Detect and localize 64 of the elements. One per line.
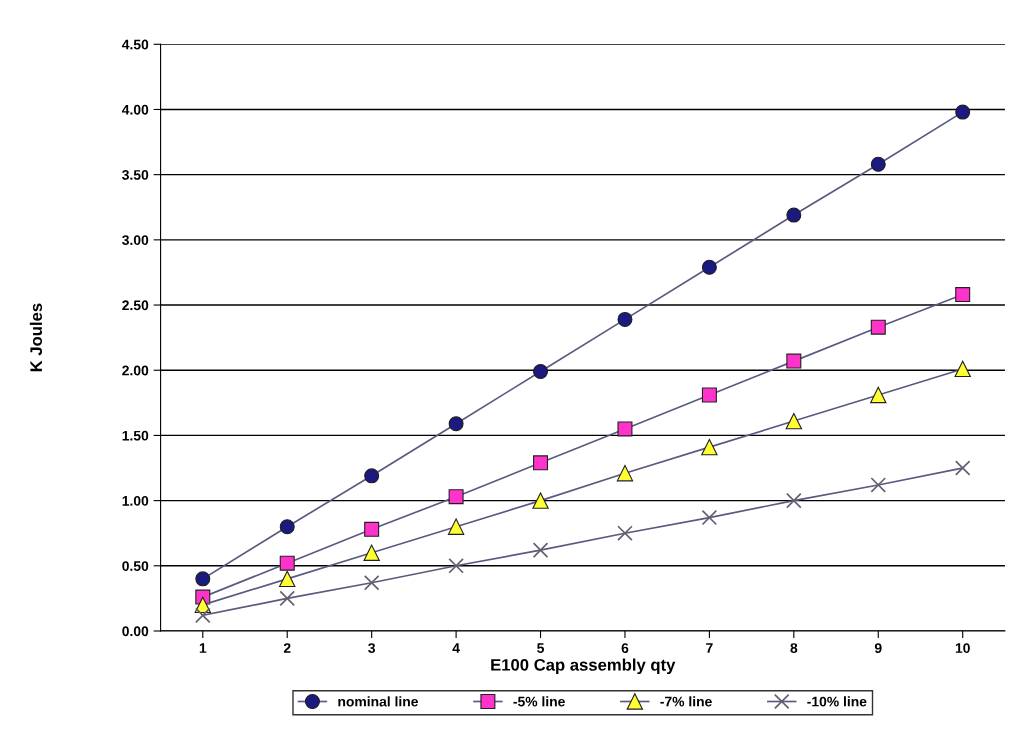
point	[363, 574, 380, 591]
x-axis-title: E100 Cap assembly qty	[491, 658, 676, 675]
y-tick-label: 0.00	[122, 626, 149, 637]
point	[785, 412, 803, 430]
point	[617, 421, 633, 437]
point	[954, 460, 971, 476]
point	[870, 477, 887, 493]
y-tick-label: 4.50	[121, 39, 149, 50]
point	[279, 519, 295, 535]
point	[363, 544, 380, 561]
point	[279, 590, 296, 607]
point	[955, 104, 971, 120]
y-tick-label: 3.00	[122, 235, 149, 246]
point	[195, 607, 211, 624]
x-tick-label: 2	[283, 643, 291, 653]
point	[447, 518, 465, 535]
x-tick-label: 1	[199, 643, 207, 653]
x-tick-label: 7	[706, 643, 713, 653]
y-tick-label: 1.50	[122, 430, 149, 441]
point	[786, 353, 802, 369]
point	[616, 465, 634, 482]
point	[870, 386, 887, 404]
point	[448, 489, 464, 505]
point	[532, 492, 549, 509]
point	[955, 287, 971, 303]
x-tick-label: 9	[874, 643, 882, 653]
point	[617, 525, 633, 541]
x-tick-label: 10	[955, 643, 970, 653]
legend-label: -5% line	[513, 696, 565, 707]
point	[701, 259, 717, 275]
y-tick-label: 2.00	[122, 365, 149, 376]
point	[701, 438, 718, 456]
point	[532, 542, 549, 558]
legend-label: -7% line	[660, 696, 712, 707]
x-tick-label: 3	[368, 643, 376, 654]
x-tick-label: 5	[537, 643, 545, 653]
point	[533, 455, 549, 471]
y-axis-title: K Joules	[29, 303, 43, 372]
y-tick-label: 4.00	[121, 104, 149, 115]
point	[448, 558, 464, 574]
point	[533, 364, 549, 380]
point	[364, 521, 380, 537]
point	[195, 571, 211, 587]
y-tick-label: 3.50	[122, 169, 149, 180]
point	[364, 468, 380, 484]
x-tick-label: 4	[452, 643, 460, 653]
legend-label: nominal line	[338, 696, 418, 707]
point	[870, 156, 886, 172]
point	[701, 509, 718, 526]
y-tick-label: 0.50	[122, 561, 149, 571]
point	[617, 311, 633, 327]
legend-label: -10% line	[807, 696, 867, 707]
point	[701, 387, 717, 403]
point	[786, 492, 802, 509]
x-tick-label: 8	[790, 643, 798, 653]
point	[279, 570, 296, 588]
point	[954, 360, 971, 378]
y-tick-label: 2.50	[122, 300, 149, 311]
x-tick-label: 6	[621, 643, 629, 653]
point	[279, 555, 295, 571]
point	[786, 207, 802, 223]
point	[870, 319, 886, 335]
point	[448, 416, 464, 432]
y-tick-label: 1.00	[122, 495, 149, 506]
